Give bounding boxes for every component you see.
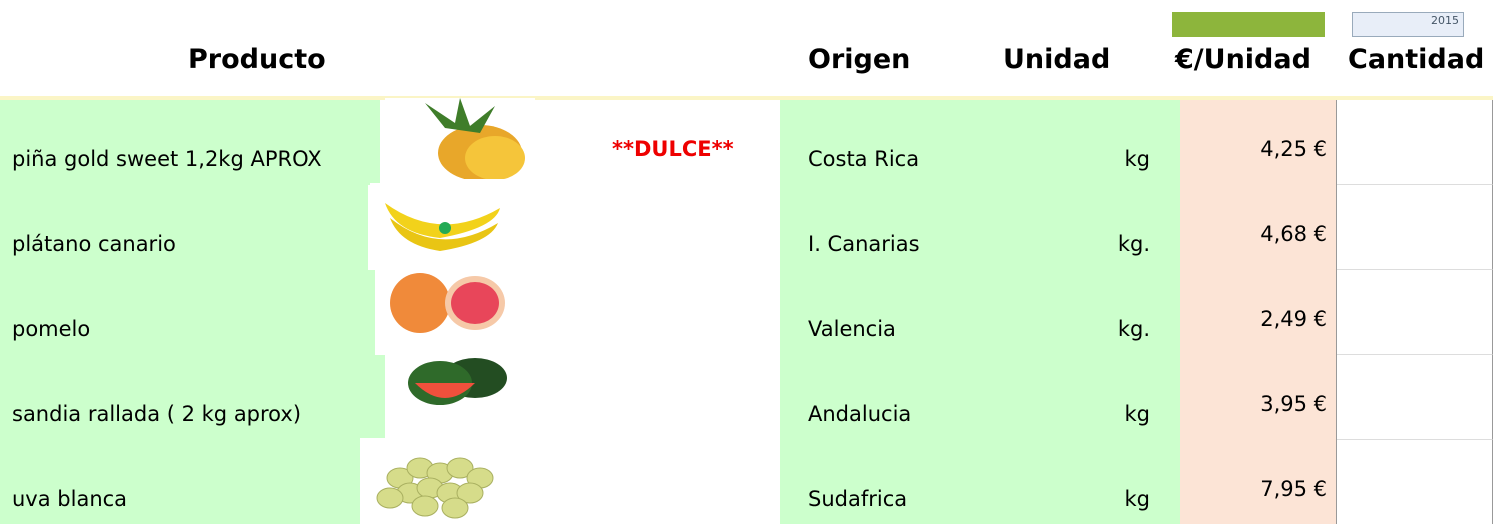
- price-cell: [1180, 440, 1337, 524]
- unit: kg.: [1117, 232, 1150, 256]
- unit: kg.: [1117, 317, 1150, 341]
- quantity-cell: [1337, 270, 1493, 355]
- price-cell: [1180, 185, 1337, 270]
- origin-cell: [780, 270, 1180, 355]
- quantity-cell: [1337, 100, 1493, 185]
- product-cell: [0, 100, 380, 185]
- col-header: €/Unidad: [1175, 44, 1311, 75]
- fruit-icon: [425, 98, 525, 181]
- product-cell: [0, 185, 368, 270]
- origin: I. Canarias: [808, 232, 920, 256]
- fruit-icon: [390, 273, 505, 333]
- origin: Andalucia: [808, 402, 912, 426]
- product-name: uva blanca: [12, 487, 128, 511]
- product-image: [385, 353, 535, 434]
- origin: Costa Rica: [808, 147, 920, 171]
- price-cell: [1180, 270, 1337, 355]
- logo-bar: [1172, 12, 1325, 37]
- unit: kg: [1124, 147, 1151, 171]
- origin-cell: [780, 355, 1180, 440]
- origin: Sudafrica: [808, 487, 908, 511]
- product-cell: [0, 440, 360, 524]
- price: 2,49 €: [1260, 307, 1327, 331]
- award-badge: 2015: [1352, 12, 1464, 37]
- header-rule: [0, 96, 1493, 100]
- unit: kg: [1124, 487, 1151, 511]
- product-cell: [0, 270, 375, 355]
- col-header: Unidad: [1003, 44, 1111, 75]
- fruit-icon: [376, 457, 494, 519]
- origin: Valencia: [808, 317, 896, 341]
- origin-cell: [780, 100, 1180, 185]
- quantity-cell: [1337, 185, 1493, 270]
- product-image: [360, 438, 510, 519]
- col-header: Origen: [808, 44, 911, 75]
- origin-cell: [780, 185, 1180, 270]
- product-name: piña gold sweet 1,2kg APROX: [12, 147, 322, 171]
- badge-year: 2015: [1431, 14, 1459, 27]
- unit: kg: [1124, 402, 1151, 426]
- product-image: [370, 183, 520, 264]
- col-header: Cantidad: [1348, 44, 1485, 75]
- origin-cell: [780, 440, 1180, 524]
- fruit-icon: [385, 203, 500, 251]
- fruit-icon: [408, 358, 507, 405]
- price: 7,95 €: [1260, 477, 1327, 501]
- price: 3,95 €: [1260, 392, 1327, 416]
- product-note: **DULCE**: [612, 137, 734, 161]
- price: 4,25 €: [1260, 137, 1327, 161]
- product-name: pomelo: [12, 317, 91, 341]
- price-cell: [1180, 100, 1337, 185]
- product-name: plátano canario: [12, 232, 176, 256]
- price: 4,68 €: [1260, 222, 1327, 246]
- product-name: sandia rallada ( 2 kg aprox): [12, 402, 302, 426]
- price-cell: [1180, 355, 1337, 440]
- col-header: Producto: [188, 44, 326, 75]
- product-cell: [0, 355, 385, 440]
- product-image: [375, 268, 525, 349]
- product-image: [385, 98, 535, 181]
- quantity-cell: [1337, 440, 1493, 524]
- quantity-cell: [1337, 355, 1493, 440]
